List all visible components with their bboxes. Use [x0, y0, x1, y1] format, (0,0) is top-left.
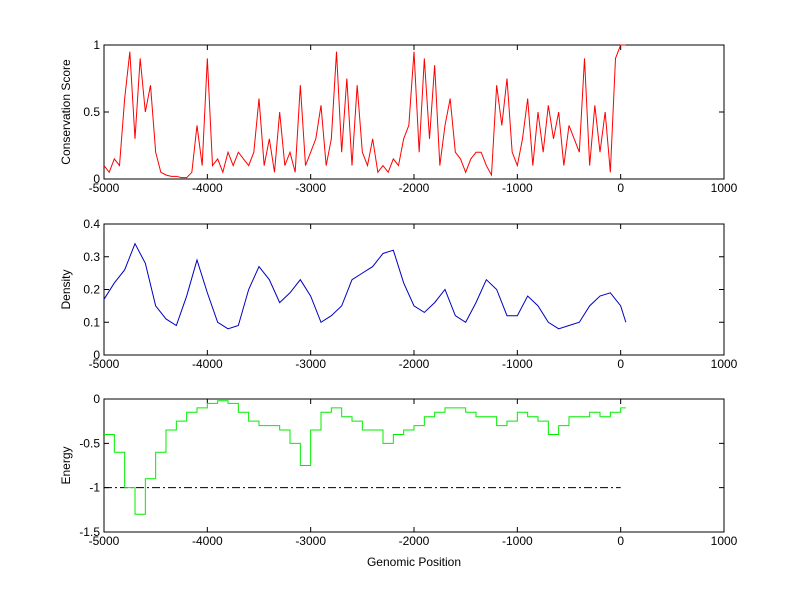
y-axis-label: Energy: [59, 446, 73, 484]
y-tick-label: 0.1: [83, 315, 100, 329]
x-tick-label: -4000: [192, 357, 223, 371]
x-tick-label: -1000: [502, 181, 533, 195]
x-tick-label: 1000: [711, 181, 738, 195]
y-tick-label: 0.2: [83, 283, 100, 297]
data-line: [103, 242, 627, 330]
data-line: [104, 400, 626, 515]
x-tick-label: -4000: [192, 181, 223, 195]
x-tick-label: 0: [617, 181, 624, 195]
x-tick-label: -1000: [502, 534, 533, 548]
y-tick-label: 0.3: [83, 250, 100, 264]
x-tick-label: -3000: [295, 357, 326, 371]
y-tick-label: 0: [93, 172, 100, 186]
x-tick-label: -5000: [89, 534, 120, 548]
x-tick-label: -2000: [399, 534, 430, 548]
x-tick-label: 1000: [711, 357, 738, 371]
y-tick-label: -1: [89, 481, 100, 495]
data-line: [103, 44, 626, 179]
x-tick-label: -2000: [399, 357, 430, 371]
x-axis-label: Genomic Position: [367, 555, 461, 569]
y-axis-label: Conservation Score: [59, 59, 73, 165]
y-axis-label: Density: [59, 269, 73, 309]
x-tick-label: -3000: [295, 181, 326, 195]
y-tick-label: 1: [93, 38, 100, 52]
y-tick-label: -0.5: [79, 436, 100, 450]
x-tick-label: 0: [617, 357, 624, 371]
x-tick-label: -5000: [89, 357, 120, 371]
x-tick-label: -4000: [192, 534, 223, 548]
y-tick-label: -1.5: [79, 525, 100, 539]
y-tick-label: 0.5: [83, 105, 100, 119]
y-tick-label: 0: [93, 348, 100, 362]
x-tick-label: 1000: [711, 534, 738, 548]
y-tick-label: 0: [93, 392, 100, 406]
x-tick-label: 0: [617, 534, 624, 548]
x-tick-label: -5000: [89, 181, 120, 195]
x-tick-label: -1000: [502, 357, 533, 371]
x-tick-label: -2000: [399, 181, 430, 195]
x-tick-label: -3000: [295, 534, 326, 548]
y-tick-label: 0.4: [83, 217, 100, 231]
